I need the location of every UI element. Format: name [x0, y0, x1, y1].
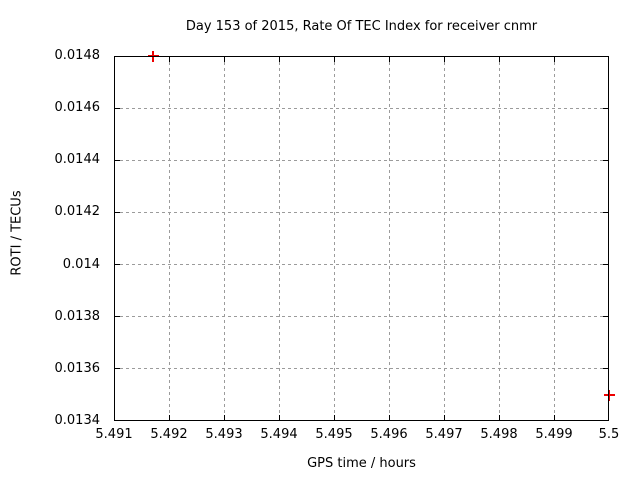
y-tick-label: 0.0138 [54, 308, 101, 324]
y-gridline [114, 368, 609, 370]
x-tick-mark-top [168, 56, 170, 62]
y-gridline [114, 159, 609, 161]
x-gridline [443, 56, 445, 421]
x-tick-mark-bottom [388, 415, 390, 421]
y-tick-label: 0.0134 [54, 413, 101, 428]
y-tick-label: 0.0136 [54, 360, 101, 376]
x-gridline [333, 56, 335, 421]
x-tick-mark-top [443, 56, 445, 62]
x-tick-mark-bottom [333, 415, 335, 421]
chart-title: Day 153 of 2015, Rate Of TEC Index for r… [185, 19, 538, 34]
y-tick-mark-left [114, 264, 120, 266]
x-tick-mark-bottom [223, 415, 225, 421]
y-tick-mark-left [114, 159, 120, 161]
plot-border [114, 56, 609, 421]
x-tick-label: 5.498 [480, 427, 518, 442]
x-tick-mark-top [388, 56, 390, 62]
x-tick-label: 5.494 [260, 427, 298, 442]
y-tick-label: 0.0146 [54, 100, 101, 116]
y-tick-mark-left [114, 107, 120, 109]
y-tick-mark-right [603, 159, 609, 161]
x-tick-label: 5.496 [370, 427, 408, 442]
x-tick-mark-bottom [553, 415, 555, 421]
y-gridline [114, 107, 609, 109]
x-tick-mark-bottom [443, 415, 445, 421]
x-tick-mark-top [333, 56, 335, 62]
x-tick-label: 5.491 [95, 427, 133, 442]
x-tick-mark-top [223, 56, 225, 62]
y-gridline [114, 316, 609, 318]
plot-area [114, 51, 615, 421]
y-gridline [114, 264, 609, 266]
x-gridline [388, 56, 390, 421]
x-gridline [553, 56, 555, 421]
x-tick-label: 5.5 [598, 427, 620, 442]
x-gridline [498, 56, 500, 421]
y-tick-mark-left [114, 316, 120, 318]
y-tick-mark-left [114, 368, 120, 370]
x-tick-label: 5.495 [315, 427, 353, 442]
y-tick-mark-right [603, 316, 609, 318]
x-tick-label: 5.499 [535, 427, 573, 442]
y-tick-label: 0.0144 [54, 152, 101, 168]
x-gridline [223, 56, 225, 421]
x-tick-mark-bottom [168, 415, 170, 421]
y-tick-mark-right [603, 211, 609, 213]
y-tick-mark-right [603, 368, 609, 370]
y-tick-label: 0.0148 [54, 48, 101, 63]
x-tick-mark-top [553, 56, 555, 62]
y-tick-mark-right [603, 107, 609, 109]
x-tick-label: 5.492 [150, 427, 188, 442]
data-point-marker [604, 393, 615, 396]
y-tick-label: 0.0142 [54, 204, 101, 220]
y-tick-mark-right [603, 264, 609, 266]
x-tick-mark-bottom [498, 415, 500, 421]
x-tick-label: 5.497 [425, 427, 463, 442]
x-tick-mark-top [498, 56, 500, 62]
x-tick-mark-top [278, 56, 280, 62]
y-tick-mark-left [114, 211, 120, 213]
x-gridline [278, 56, 280, 421]
x-axis-label: GPS time / hours [307, 456, 416, 471]
x-tick-mark-bottom [278, 415, 280, 421]
x-tick-label: 5.493 [205, 427, 243, 442]
y-tick-label: 0.014 [62, 256, 100, 272]
x-gridline [168, 56, 170, 421]
y-gridline [114, 211, 609, 213]
